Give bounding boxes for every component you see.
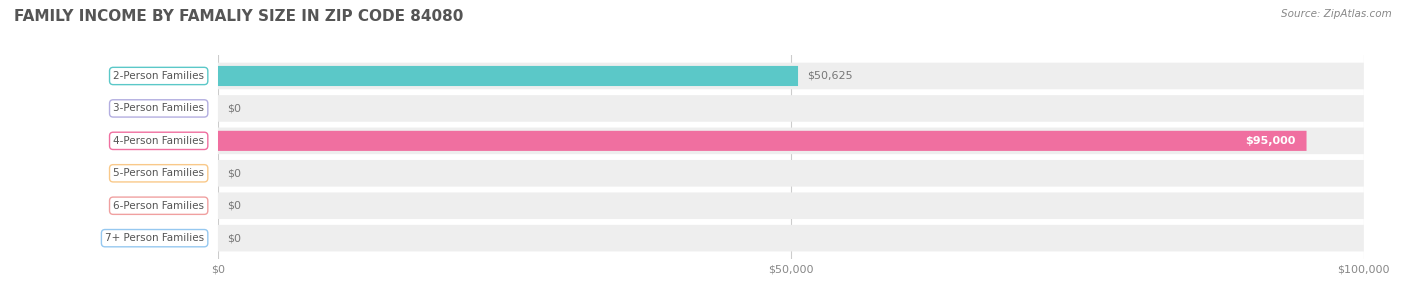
Text: 3-Person Families: 3-Person Families (112, 103, 204, 113)
Text: 4-Person Families: 4-Person Families (112, 136, 204, 146)
Text: 2-Person Families: 2-Person Families (112, 71, 204, 81)
FancyBboxPatch shape (218, 225, 1364, 251)
Text: FAMILY INCOME BY FAMALIY SIZE IN ZIP CODE 84080: FAMILY INCOME BY FAMALIY SIZE IN ZIP COD… (14, 9, 464, 24)
FancyBboxPatch shape (218, 131, 1306, 151)
Text: 6-Person Families: 6-Person Families (112, 201, 204, 211)
Text: $0: $0 (228, 103, 240, 113)
FancyBboxPatch shape (218, 95, 1364, 122)
FancyBboxPatch shape (218, 63, 1364, 89)
FancyBboxPatch shape (218, 127, 1364, 154)
Text: 7+ Person Families: 7+ Person Families (105, 233, 204, 243)
FancyBboxPatch shape (218, 66, 799, 86)
Text: $0: $0 (228, 233, 240, 243)
Text: $0: $0 (228, 168, 240, 178)
Text: $0: $0 (228, 201, 240, 211)
FancyBboxPatch shape (218, 192, 1364, 219)
Text: $95,000: $95,000 (1244, 136, 1295, 146)
Text: $50,625: $50,625 (807, 71, 853, 81)
FancyBboxPatch shape (218, 160, 1364, 187)
Text: 5-Person Families: 5-Person Families (112, 168, 204, 178)
Text: Source: ZipAtlas.com: Source: ZipAtlas.com (1281, 9, 1392, 19)
